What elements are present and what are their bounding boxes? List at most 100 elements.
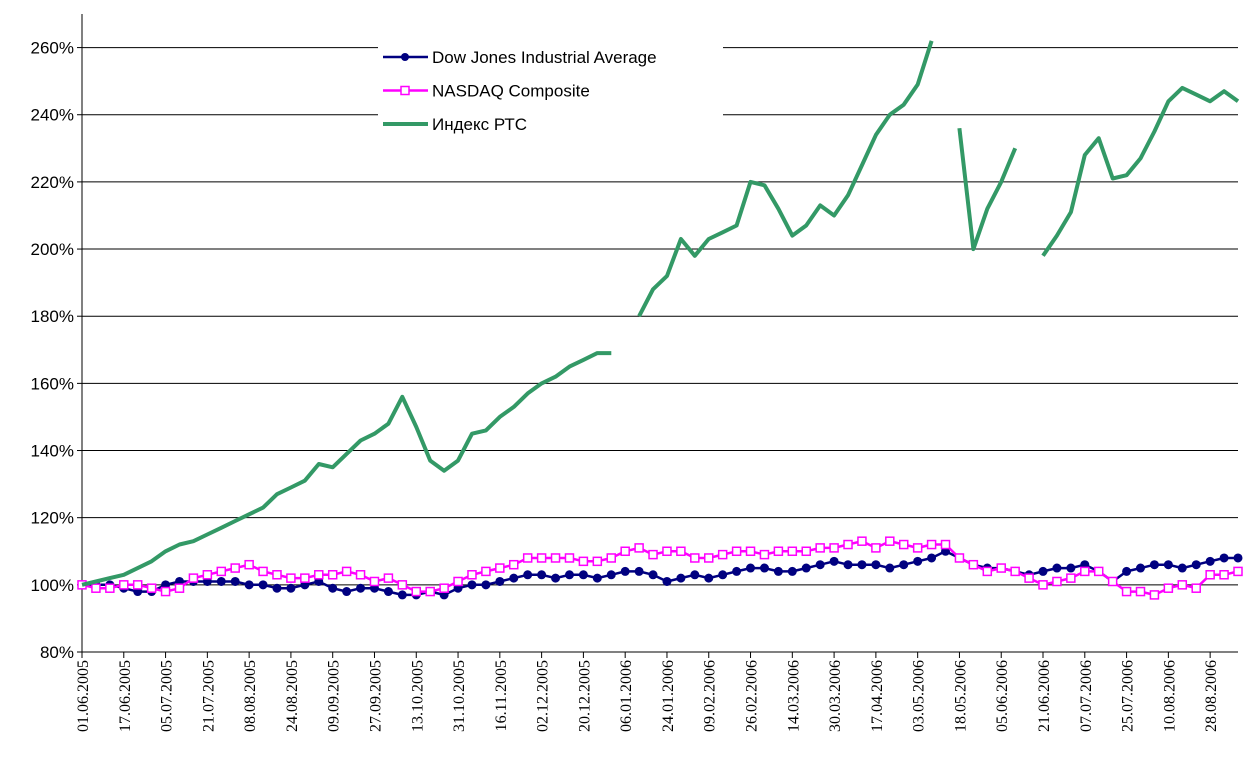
- marker: [272, 570, 282, 580]
- y-tick-label: 120%: [31, 509, 74, 528]
- marker: [648, 549, 658, 560]
- marker: [509, 559, 519, 570]
- marker: [258, 580, 268, 590]
- marker: [397, 590, 407, 600]
- marker: [1163, 560, 1173, 570]
- marker: [731, 546, 742, 557]
- x-tick-label: 10.08.2006: [1161, 660, 1178, 732]
- x-tick-label: 17.04.2006: [869, 660, 886, 732]
- marker: [1149, 560, 1159, 570]
- marker: [676, 573, 686, 583]
- marker: [244, 559, 254, 570]
- y-tick-label: 180%: [31, 307, 74, 326]
- x-tick-label: 17.06.2005: [117, 660, 134, 732]
- marker: [551, 573, 561, 583]
- marker: [1052, 563, 1062, 573]
- x-tick-label: 05.06.2006: [994, 660, 1011, 732]
- x-tick-label: 31.10.2005: [451, 660, 468, 732]
- marker: [356, 583, 366, 593]
- legend-label: Dow Jones Industrial Average: [432, 48, 657, 67]
- marker: [857, 536, 867, 546]
- marker: [1024, 573, 1034, 583]
- marker: [91, 583, 101, 593]
- series-line: [82, 550, 1238, 597]
- marker: [773, 546, 784, 557]
- marker: [717, 549, 728, 560]
- marker: [913, 556, 923, 566]
- y-tick-label: 240%: [31, 106, 74, 125]
- marker: [871, 543, 881, 553]
- marker: [815, 560, 825, 570]
- marker: [815, 543, 825, 553]
- marker: [592, 573, 602, 583]
- marker: [342, 587, 352, 597]
- marker: [481, 580, 491, 590]
- marker: [843, 560, 853, 570]
- marker: [202, 570, 213, 580]
- x-tick-label: 02.12.2005: [535, 660, 552, 732]
- x-tick-label: 08.08.2005: [242, 660, 259, 732]
- marker: [1066, 563, 1076, 573]
- marker: [759, 549, 770, 560]
- marker: [383, 573, 394, 583]
- marker: [1080, 566, 1090, 577]
- marker: [703, 553, 714, 563]
- marker: [146, 583, 157, 593]
- marker: [982, 566, 993, 577]
- x-tick-label: 14.03.2006: [785, 660, 802, 732]
- marker: [439, 583, 449, 593]
- y-tick-label: 140%: [31, 442, 74, 461]
- marker: [1205, 570, 1215, 580]
- marker: [564, 570, 574, 580]
- marker: [411, 586, 422, 597]
- marker: [1191, 583, 1201, 593]
- marker: [1205, 556, 1215, 566]
- marker: [885, 536, 895, 546]
- marker: [481, 566, 491, 577]
- marker: [1122, 566, 1132, 576]
- x-tick-label: 21.07.2005: [200, 660, 217, 732]
- marker: [216, 576, 226, 586]
- marker: [1038, 566, 1048, 576]
- marker: [662, 576, 672, 586]
- marker: [105, 583, 115, 593]
- marker: [355, 570, 366, 580]
- marker: [1219, 570, 1229, 580]
- x-tick-label: 05.07.2005: [159, 660, 176, 732]
- x-tick-label: 30.03.2006: [827, 660, 844, 732]
- marker: [690, 570, 700, 580]
- marker: [160, 586, 171, 597]
- x-tick-label: 09.02.2006: [702, 660, 719, 732]
- marker: [230, 563, 240, 573]
- marker: [536, 553, 547, 563]
- marker: [1066, 573, 1076, 583]
- marker: [1135, 586, 1146, 597]
- x-tick-label: 09.09.2005: [326, 660, 343, 732]
- marker: [453, 576, 463, 587]
- marker: [1093, 566, 1104, 577]
- marker: [926, 539, 937, 550]
- marker: [676, 546, 686, 557]
- marker: [327, 570, 338, 580]
- legend-box: [378, 34, 723, 144]
- marker: [592, 556, 603, 567]
- x-tick-label: 06.01.2006: [618, 660, 635, 732]
- marker: [578, 556, 589, 567]
- x-tick-label: 20.12.2005: [576, 660, 593, 732]
- marker: [300, 573, 310, 583]
- marker: [898, 539, 909, 550]
- x-tick-label: 07.07.2006: [1078, 660, 1095, 732]
- marker: [522, 553, 533, 563]
- marker: [606, 570, 616, 580]
- marker: [564, 553, 575, 563]
- marker: [648, 570, 658, 580]
- marker: [258, 566, 268, 577]
- y-tick-label: 80%: [40, 643, 74, 662]
- marker: [829, 543, 839, 553]
- marker: [119, 580, 129, 590]
- marker: [912, 543, 923, 553]
- marker: [314, 570, 324, 580]
- y-tick-label: 200%: [31, 240, 74, 259]
- marker: [745, 546, 756, 557]
